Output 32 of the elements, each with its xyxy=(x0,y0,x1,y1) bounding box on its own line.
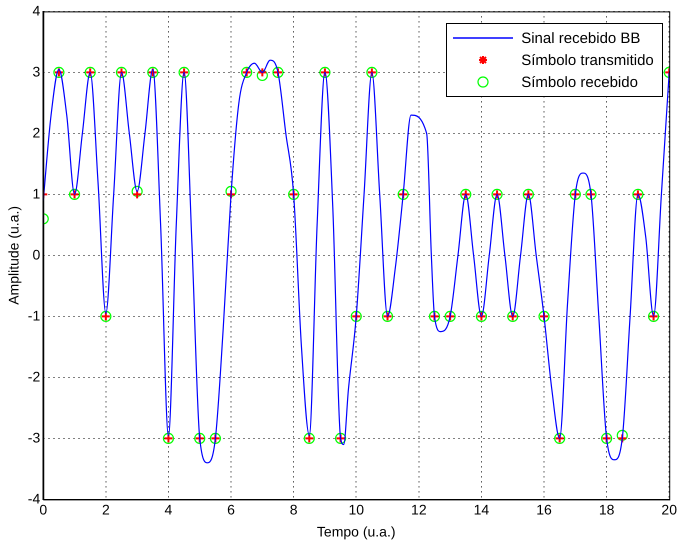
x-tick-label: 8 xyxy=(290,502,298,518)
x-tick-label: 10 xyxy=(348,502,364,518)
point xyxy=(226,189,236,200)
x-tick-label: 6 xyxy=(227,502,236,518)
y-tick-label: -3 xyxy=(28,429,40,446)
legend-label: Símbolo recebido xyxy=(521,74,638,91)
y-tick-label: 4 xyxy=(32,2,40,18)
x-axis-title: Tempo (u.a.) xyxy=(316,523,396,540)
x-tick-label: 4 xyxy=(164,502,173,518)
point xyxy=(132,186,143,197)
y-tick-label: -4 xyxy=(28,490,40,506)
point xyxy=(132,189,142,200)
x-tick-label: 20 xyxy=(661,502,678,518)
y-tick-label: 1 xyxy=(32,185,40,202)
point xyxy=(616,430,628,441)
legend-label: Sinal recebido BB xyxy=(521,30,640,47)
point xyxy=(225,186,237,197)
x-tick-label: 14 xyxy=(474,502,490,518)
y-tick-label: -2 xyxy=(28,368,40,384)
y-tick-label: 2 xyxy=(32,124,40,140)
x-tick-label: 12 xyxy=(411,502,427,518)
legend-label: Símbolo transmitido xyxy=(521,52,654,69)
x-tick-label: 2 xyxy=(102,502,110,518)
point xyxy=(257,67,268,78)
point xyxy=(617,433,628,444)
y-tick-label: -1 xyxy=(28,307,40,324)
y-tick-label: 3 xyxy=(32,63,40,80)
point xyxy=(256,70,268,82)
x-tick-label: 18 xyxy=(598,502,615,518)
x-tick-label: 16 xyxy=(536,502,552,518)
y-tick-label: 0 xyxy=(32,246,40,262)
y-axis-title: Amplitude (u.a.) xyxy=(5,206,22,305)
